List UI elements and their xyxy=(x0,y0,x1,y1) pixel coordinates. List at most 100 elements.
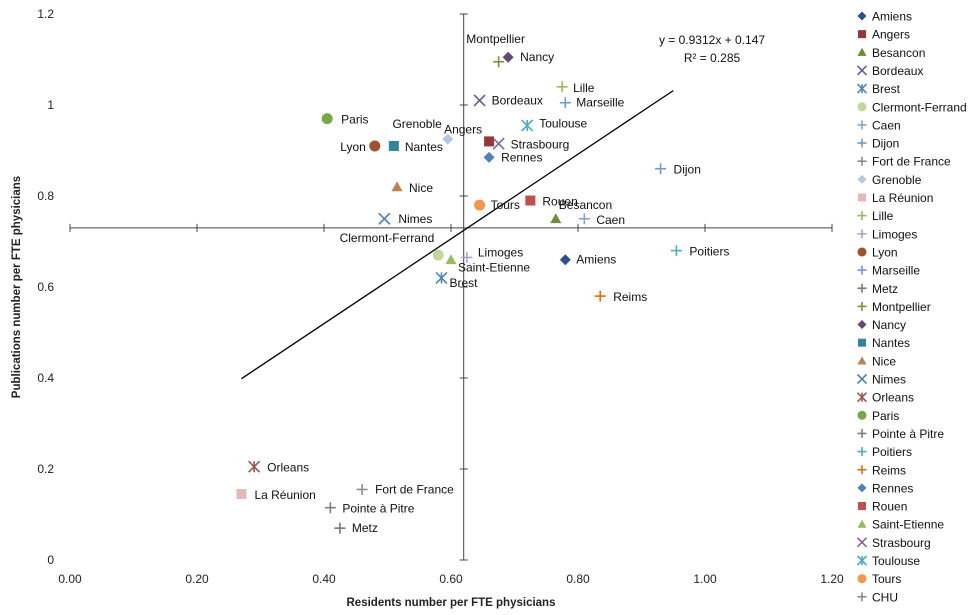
legend-marker xyxy=(856,373,868,385)
point-brest xyxy=(435,271,448,284)
legend-label: Clermont-Ferrand xyxy=(872,100,967,114)
point-label: Reims xyxy=(613,290,647,304)
legend-marker xyxy=(856,537,868,548)
legend-marker xyxy=(856,392,868,403)
legend-marker xyxy=(856,65,868,76)
point-label: Strasbourg xyxy=(511,138,570,152)
legend-marker xyxy=(857,592,867,602)
legend-label: La Réunion xyxy=(872,191,933,205)
point-label: Nantes xyxy=(405,140,443,154)
axis-ticks: 0.00 0.20 0.40 0.60 0.80 1.00 1.20 0 0.2 0.4 0.6 0.… xyxy=(37,7,844,586)
point-label: Marseille xyxy=(576,96,624,110)
point-label: Rennes xyxy=(501,150,542,164)
legend-marker xyxy=(857,447,867,457)
x-tick-label: 0.20 xyxy=(185,572,209,586)
legend-marker xyxy=(856,555,868,566)
point-nimes xyxy=(378,212,391,225)
point-label: Nancy xyxy=(520,50,554,64)
point-label: Montpellier xyxy=(466,32,525,46)
legend-label: Limoges xyxy=(872,227,917,241)
legend-label: Rouen xyxy=(872,500,907,514)
trendline-equation: y = 0.9312x + 0.147 xyxy=(659,33,765,47)
point-label: Limoges xyxy=(478,245,523,259)
legend-label: Nice xyxy=(872,354,896,368)
point-label: Bordeaux xyxy=(492,93,543,107)
point-label: Saint-Etienne xyxy=(458,261,530,275)
point-grenoble xyxy=(442,133,454,145)
point-metz xyxy=(334,522,346,534)
point-nantes xyxy=(388,140,399,151)
point-lille xyxy=(556,81,568,93)
legend-marker xyxy=(857,247,867,257)
point-limoges xyxy=(461,251,473,263)
legend-marker xyxy=(857,102,867,112)
legend-label: Saint-Etienne xyxy=(872,518,944,532)
point-dijon xyxy=(655,163,667,175)
point-label: Metz xyxy=(352,521,378,535)
x-tick-label: 0.00 xyxy=(58,572,82,586)
legend-marker xyxy=(857,229,867,239)
point-label: Toulouse xyxy=(539,116,587,130)
point-nice xyxy=(391,181,403,192)
x-tick-label: 1.20 xyxy=(820,572,844,586)
legend-label: Toulouse xyxy=(872,554,920,568)
legend-label: CHU xyxy=(872,590,898,604)
point-bordeaux xyxy=(473,94,486,107)
legend-label: Amiens xyxy=(872,10,912,24)
legend-label: Marseille xyxy=(872,264,920,278)
legend-label: Reims xyxy=(872,463,906,477)
y-axis-title: Publications number per FTE physicians xyxy=(11,176,23,398)
point-label: Rouen xyxy=(542,195,577,209)
x-tick-label: 0.80 xyxy=(566,572,590,586)
legend-label: Strasbourg xyxy=(872,536,931,550)
point-marseille xyxy=(559,97,571,109)
legend-marker xyxy=(857,174,867,184)
point-label: Nice xyxy=(409,181,433,195)
point-label: Fort de France xyxy=(375,482,454,496)
y-tick-label: 0.4 xyxy=(37,371,54,385)
point-lyon xyxy=(369,140,381,152)
legend-label: Nancy xyxy=(872,318,906,332)
legend: Amiens Angers Besancon Bordeaux Brest Clermon… xyxy=(856,10,967,604)
point-label: Brest xyxy=(449,276,478,290)
y-tick-label: 0.6 xyxy=(37,280,54,294)
point-label: Besancon xyxy=(559,198,612,212)
legend-marker xyxy=(857,211,867,221)
point-caen xyxy=(578,213,590,225)
legend-label: Lille xyxy=(872,209,894,223)
legend-label: Nimes xyxy=(872,373,906,387)
point-orleans xyxy=(248,460,261,473)
legend-marker xyxy=(857,428,867,438)
legend-label: Nantes xyxy=(872,336,910,350)
point-amiens xyxy=(559,254,571,266)
point-saint-etienne xyxy=(445,254,457,265)
point-la-r-union xyxy=(236,489,247,500)
point-toulouse xyxy=(521,119,534,132)
legend-label: Lyon xyxy=(872,245,898,259)
legend-marker xyxy=(858,338,866,347)
x-axis-title: Residents number per FTE physicians xyxy=(347,597,556,609)
y-tick-label: 1 xyxy=(47,98,54,112)
point-poitiers xyxy=(670,245,682,257)
trendline xyxy=(241,90,674,380)
trendline-r2: R² = 0.285 xyxy=(684,51,741,65)
point-reims xyxy=(594,290,606,302)
point-besancon xyxy=(550,213,562,224)
point-strasbourg xyxy=(492,137,505,150)
y-tick-label: 1.2 xyxy=(37,7,54,21)
point-labels: Amiens Angers Besancon Bordeaux Brest Clermon… xyxy=(254,32,729,535)
point-clermont-ferrand xyxy=(432,249,444,261)
legend-marker xyxy=(857,120,867,130)
legend-marker xyxy=(857,301,867,311)
legend-marker xyxy=(857,11,867,21)
legend-label: Orleans xyxy=(872,391,914,405)
legend-label: Metz xyxy=(872,282,898,296)
legend-label: Besancon xyxy=(872,46,925,60)
point-label: Orleans xyxy=(267,461,309,475)
legend-label: Rennes xyxy=(872,481,913,495)
point-label: Pointe à Pitre xyxy=(342,502,414,516)
point-montpellier xyxy=(493,56,505,68)
reference-lines xyxy=(70,14,832,560)
legend-marker xyxy=(858,30,866,39)
legend-label: Brest xyxy=(872,82,901,96)
